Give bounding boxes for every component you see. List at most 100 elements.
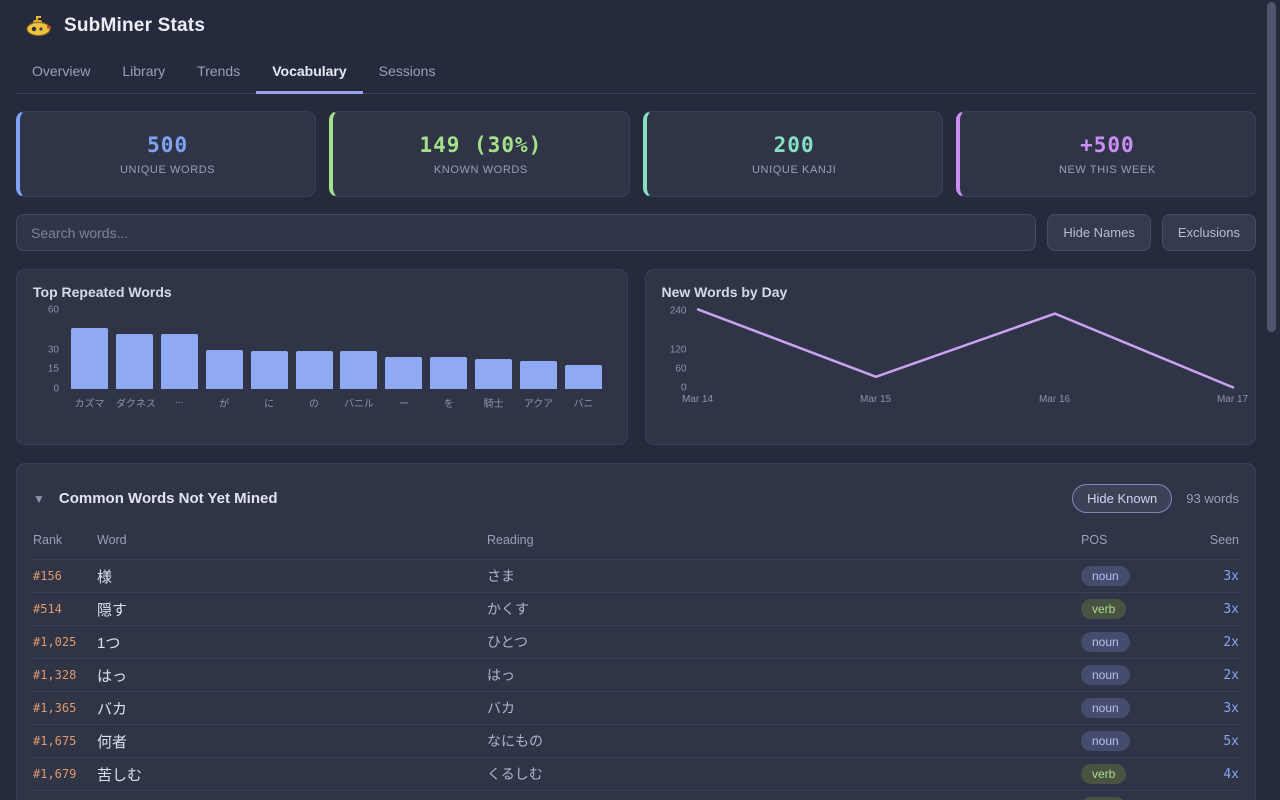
x-axis-label: カズマ xyxy=(74,399,105,410)
y-axis-tick: 60 xyxy=(47,304,59,316)
charts-row: Top Repeated Words 0 15 30 60 カズマ ダクネス... が に の バ… xyxy=(16,269,1256,445)
x-axis-label: Mar 15 xyxy=(859,394,892,405)
cell-rank: #1,328 xyxy=(33,668,77,682)
stat-card-known-words: 149 (30%) KNOWN WORDS xyxy=(329,111,630,197)
bar-の xyxy=(295,350,333,389)
stat-label: KNOWN WORDS xyxy=(433,163,528,176)
stat-value: +500 xyxy=(1080,132,1135,157)
tab-vocabulary[interactable]: Vocabulary xyxy=(256,51,363,94)
line-series xyxy=(696,308,1234,389)
stat-value: 149 (30%) xyxy=(419,132,543,157)
cell-pos: verb xyxy=(1081,599,1179,619)
tab-trends[interactable]: Trends xyxy=(197,63,241,79)
hide-known-button[interactable]: Hide Known xyxy=(1072,484,1173,513)
cell-seen: 3x xyxy=(1223,601,1239,617)
pos-badge: verb xyxy=(1081,797,1127,800)
cell-pos: noun xyxy=(1081,566,1179,586)
y-axis-tick: 0 xyxy=(680,382,687,394)
table-row[interactable]: #1,675 何者 なにもの noun 5x xyxy=(33,725,1239,758)
word-count: 93 words xyxy=(1186,491,1239,506)
app-header: SubMiner Stats xyxy=(16,0,1256,45)
cell-rank: #1,025 xyxy=(33,635,77,649)
tab-bar: Overview Library Trends Vocabulary Sessions xyxy=(16,51,1256,94)
cell-reading: はっ xyxy=(487,667,515,683)
table-body: #156 様 さま noun 3x #514 隠す かくす verb 3x #1,025 1つ ひとつ n… xyxy=(33,560,1239,800)
scrollbar[interactable] xyxy=(1265,0,1280,800)
table-row[interactable]: #1,365 バカ バカ noun 3x xyxy=(33,692,1239,725)
x-axis-label: 騎士 xyxy=(483,399,504,410)
x-axis-label: ダクネス xyxy=(115,399,156,410)
bar-に xyxy=(250,350,288,389)
column-header-reading: Reading xyxy=(487,533,534,547)
pos-badge: noun xyxy=(1081,731,1130,751)
cell-pos: verb xyxy=(1081,764,1179,784)
table-row[interactable]: #1,328 はっ はっ noun 2x xyxy=(33,659,1239,692)
table-row[interactable]: #1,679 苦しむ くるしむ verb 4x xyxy=(33,758,1239,791)
chart-title: New Words by Day xyxy=(661,284,788,300)
cell-pos: noun xyxy=(1081,698,1179,718)
page-title: SubMiner Stats xyxy=(64,15,206,36)
table-row[interactable]: #1,876持てるもてるverb2x xyxy=(33,791,1239,800)
pos-badge: noun xyxy=(1081,632,1130,652)
bar-バニ xyxy=(564,365,602,389)
stat-card-new-this-week: +500 NEW THIS WEEK xyxy=(955,111,1256,197)
x-axis-label: Mar 14 xyxy=(681,394,714,405)
x-axis-label: Mar 16 xyxy=(1038,394,1071,405)
tab-overview[interactable]: Overview xyxy=(32,63,91,79)
cell-seen: 5x xyxy=(1223,733,1239,749)
tab-library[interactable]: Library xyxy=(122,63,166,79)
column-header-word: Word xyxy=(97,533,127,547)
cell-word: 何者 xyxy=(97,733,128,751)
search-buttons: Hide Names Exclusions xyxy=(1047,214,1256,251)
submarine-icon xyxy=(26,15,52,37)
x-axis-label: バニ xyxy=(573,399,594,410)
bar-chart-plot: 0 15 30 60 カズマ ダクネス... が に の バニル ー を 騎士 アクア バニ xyxy=(33,300,611,440)
search-input[interactable] xyxy=(16,214,1037,251)
y-axis-tick: 0 xyxy=(53,383,59,395)
cell-seen: 3x xyxy=(1223,568,1239,584)
bar-カズマ xyxy=(71,328,108,389)
cell-rank: #1,365 xyxy=(33,701,77,715)
cell-rank: #156 xyxy=(33,569,62,583)
table-row[interactable]: #156 様 さま noun 3x xyxy=(33,560,1239,593)
x-axis-label: が xyxy=(219,399,230,410)
y-axis-tick: 15 xyxy=(47,363,59,375)
column-header-seen: Seen xyxy=(1209,533,1239,547)
bar-ダクネス xyxy=(115,333,153,389)
table-row[interactable]: #1,025 1つ ひとつ noun 2x xyxy=(33,626,1239,659)
tab-sessions[interactable]: Sessions xyxy=(378,63,436,79)
chart-title: Top Repeated Words xyxy=(33,284,172,300)
scrollbar-thumb[interactable] xyxy=(1267,2,1276,332)
hide-names-button[interactable]: Hide Names xyxy=(1047,214,1151,251)
x-axis-label: Mar 17 xyxy=(1216,394,1249,405)
collapse-triangle-icon[interactable]: ▼ xyxy=(33,491,45,506)
stat-card-unique-words: 500 UNIQUE WORDS xyxy=(16,111,317,197)
cell-word: バカ xyxy=(97,700,128,718)
cell-word: 様 xyxy=(97,568,113,586)
cell-seen: 2x xyxy=(1223,634,1239,650)
x-axis-label: ... xyxy=(175,395,184,406)
bar-バニル xyxy=(340,350,378,389)
cell-word: 1つ xyxy=(97,634,121,652)
stats-row: 500 UNIQUE WORDS 149 (30%) KNOWN WORDS 200 UN… xyxy=(16,111,1256,197)
column-header-rank: Rank xyxy=(33,533,63,547)
cell-word: 持てる xyxy=(97,797,487,800)
stat-card-unique-kanji: 200 UNIQUE KANJI xyxy=(642,111,943,197)
bar-が xyxy=(205,349,243,389)
y-axis-tick: 60 xyxy=(675,363,687,375)
stat-label: UNIQUE WORDS xyxy=(120,163,216,176)
pos-badge: noun xyxy=(1081,566,1130,586)
exclusions-button[interactable]: Exclusions xyxy=(1161,214,1256,251)
pos-badge: verb xyxy=(1081,764,1127,784)
cell-word: 苦しむ xyxy=(97,766,143,784)
stat-label: NEW THIS WEEK xyxy=(1058,163,1156,176)
cell-pos: noun xyxy=(1081,731,1179,751)
table-row[interactable]: #514 隠す かくす verb 3x xyxy=(33,593,1239,626)
stat-value: 200 xyxy=(773,132,815,157)
cell-seen: 3x xyxy=(1223,700,1239,716)
pos-badge: noun xyxy=(1081,698,1130,718)
cell-pos: noun xyxy=(1081,632,1179,652)
cell-reading: ひとつ xyxy=(487,634,529,650)
cell-seen: 2x xyxy=(1223,667,1239,683)
bar-ー xyxy=(385,357,423,389)
